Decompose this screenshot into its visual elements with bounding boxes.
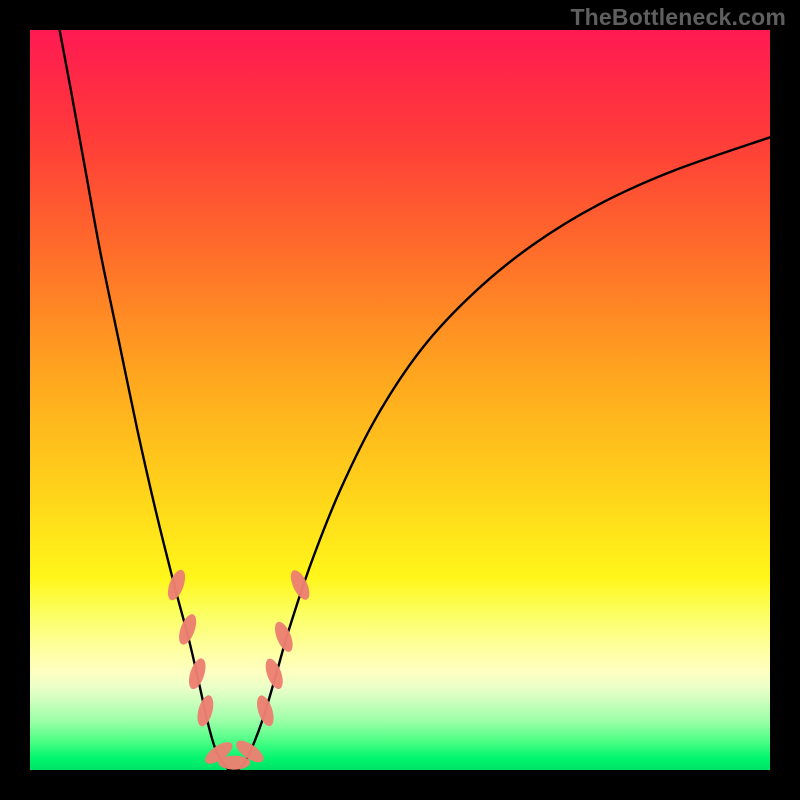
curve-marker xyxy=(271,619,296,654)
watermark-text: TheBottleneck.com xyxy=(570,4,786,31)
chart-frame: TheBottleneck.com xyxy=(0,0,800,800)
curve-marker xyxy=(262,656,286,691)
curve-path xyxy=(60,30,770,770)
plot-area xyxy=(30,30,770,770)
bottleneck-curve xyxy=(60,30,770,770)
markers-group xyxy=(164,568,313,770)
curve-marker xyxy=(186,656,209,691)
curve-marker xyxy=(176,612,200,647)
curve-marker xyxy=(194,694,216,729)
chart-overlay xyxy=(30,30,770,770)
curve-marker xyxy=(218,756,250,770)
curve-marker xyxy=(164,568,188,603)
curve-marker xyxy=(254,693,277,728)
